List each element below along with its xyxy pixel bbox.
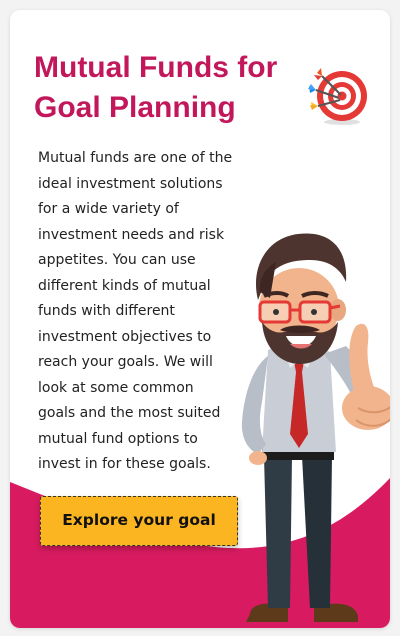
card-title: Mutual Funds for Goal Planning: [34, 51, 278, 124]
magenta-wave-background: [10, 478, 390, 628]
goal-planning-card: Mutual Funds for Goal Planning Mutual fu…: [10, 10, 390, 628]
businessman-thumbs-up-illustration: [241, 233, 390, 622]
explore-your-goal-button[interactable]: Explore your goal: [40, 496, 238, 546]
card-description: Mutual funds are one of the ideal invest…: [38, 150, 233, 472]
target-with-darts-icon: [308, 68, 367, 125]
